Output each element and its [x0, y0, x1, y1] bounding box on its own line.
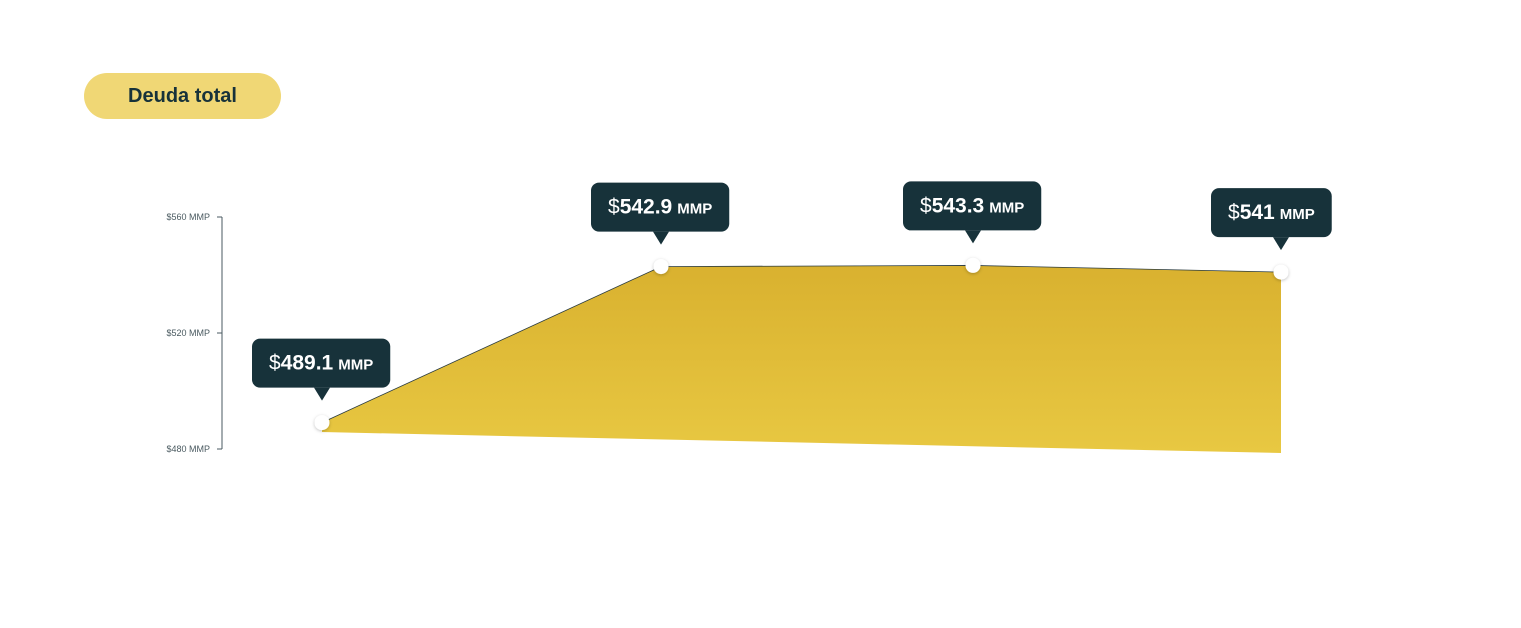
value-label: $542.9 MMP [608, 196, 712, 219]
data-point [965, 257, 981, 273]
tooltip-pointer [965, 230, 981, 244]
y-tick-label: $560 MMP [166, 212, 210, 222]
area-line [321, 265, 1282, 423]
data-point [653, 259, 669, 275]
data-labels: $489.1 MMP $542.9 MMP $543.3 MMP $541 MMP [252, 181, 1332, 401]
data-points [314, 257, 1289, 431]
tooltip-pointer [653, 231, 669, 245]
tooltip-box [1211, 188, 1332, 238]
y-tick-label: $480 MMP [166, 444, 210, 454]
tooltip-pointer [1273, 237, 1289, 251]
area-fill [322, 265, 1281, 453]
value-tooltip: $542.9 MMP [591, 182, 730, 245]
tooltip-pointer [314, 387, 330, 401]
y-axis: $560 MMP $520 MMP $480 MMP [166, 212, 223, 454]
chart-title: Deuda total [128, 84, 237, 107]
value-tooltip: $543.3 MMP [903, 181, 1042, 244]
value-tooltip: $489.1 MMP [252, 338, 391, 401]
y-tick-label: $520 MMP [166, 328, 210, 338]
value-label: $541 MMP [1228, 201, 1315, 224]
tooltip-box [903, 181, 1042, 231]
chart-title-pill: Deuda total [84, 73, 281, 119]
value-label: $543.3 MMP [920, 194, 1024, 217]
data-point [1273, 264, 1289, 280]
tooltip-box [591, 182, 730, 232]
value-tooltip: $541 MMP [1211, 188, 1332, 251]
data-point [314, 415, 330, 431]
value-label: $489.1 MMP [269, 352, 373, 375]
tooltip-box [252, 338, 391, 388]
area-series [321, 265, 1282, 453]
